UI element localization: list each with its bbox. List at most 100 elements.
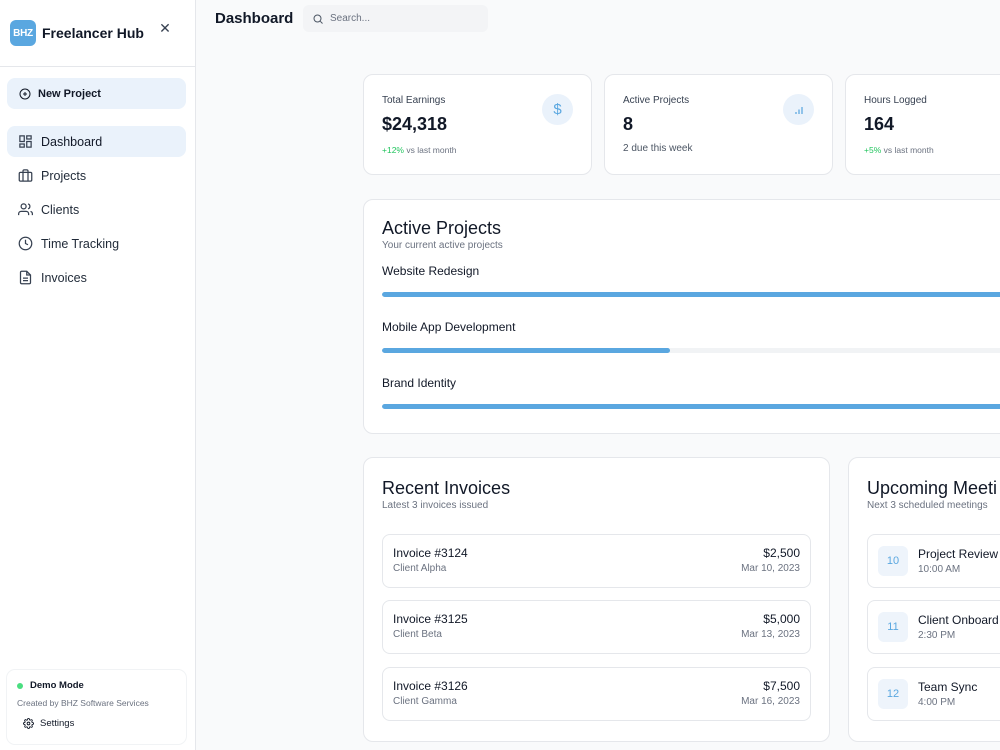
- search-bar[interactable]: [303, 5, 488, 32]
- search-icon: [312, 13, 324, 25]
- invoice-amount: $7,500: [763, 679, 800, 693]
- stat-sub-label: vs last month: [406, 145, 457, 155]
- recent-invoices-card: Recent Invoices Latest 3 invoices issued…: [363, 457, 830, 742]
- brand-header: BHZ Freelancer Hub ✕: [0, 0, 195, 67]
- stat-subtext: +12% vs last month: [382, 145, 573, 155]
- stat-card-active-projects: Active Projects 8 2 due this week: [604, 74, 833, 175]
- sidebar-footer: Demo Mode Created by BHZ Software Servic…: [7, 670, 186, 744]
- invoice-date: Mar 16, 2023: [741, 696, 800, 707]
- stat-subtext: 2 due this week: [623, 143, 693, 154]
- meeting-item[interactable]: 11 Client Onboard 2:30 PM: [867, 600, 1000, 654]
- sidebar-item-dashboard[interactable]: Dashboard: [7, 126, 186, 157]
- users-icon: [17, 202, 33, 218]
- project-name: Website Redesign: [382, 264, 480, 278]
- status-dot: [17, 682, 23, 689]
- sidebar-item-invoices[interactable]: Invoices: [7, 262, 186, 293]
- progress-bar: [382, 404, 1000, 409]
- stat-value: 8: [623, 114, 634, 134]
- progress-fill: [382, 292, 1000, 297]
- stat-card-total-earnings: Total Earnings $24,318 +12% vs last mont…: [363, 74, 592, 175]
- settings-label: Settings: [40, 718, 75, 729]
- bar-chart-icon: [783, 94, 814, 125]
- stat-label: Active Projects: [623, 95, 690, 106]
- project-item[interactable]: Brand Identity: [382, 376, 1000, 409]
- demo-mode-label: Demo Mode: [30, 680, 84, 691]
- meeting-date-badge: 11: [878, 612, 908, 642]
- sidebar-item-label: Dashboard: [41, 134, 103, 149]
- gear-icon: [23, 718, 34, 729]
- invoice-amount: $5,000: [763, 612, 800, 626]
- progress-fill: [382, 404, 1000, 409]
- invoice-number: Invoice #3124: [393, 546, 468, 560]
- briefcase-icon: [17, 168, 33, 184]
- progress-bar: [382, 348, 1000, 353]
- card-subtitle: Latest 3 invoices issued: [382, 500, 489, 511]
- plus-circle-icon: [19, 88, 31, 100]
- invoice-client: Client Gamma: [393, 696, 457, 707]
- sidebar-item-label: Projects: [41, 168, 87, 183]
- card-subtitle: Next 3 scheduled meetings: [867, 500, 988, 511]
- stat-delta: +5%: [864, 145, 882, 155]
- brand-logo[interactable]: BHZ: [10, 20, 36, 46]
- card-title: Upcoming Meeti: [867, 478, 998, 498]
- card-title: Recent Invoices: [382, 478, 511, 498]
- stat-sub-label: vs last month: [883, 145, 934, 155]
- settings-button[interactable]: Settings: [23, 718, 176, 729]
- search-input[interactable]: [330, 13, 480, 24]
- new-project-button[interactable]: New Project: [7, 78, 186, 109]
- invoice-client: Client Beta: [393, 629, 442, 640]
- document-icon: [17, 270, 33, 286]
- stat-label: Total Earnings: [382, 95, 446, 106]
- page-title: Dashboard: [215, 10, 294, 27]
- project-name: Brand Identity: [382, 376, 457, 390]
- meeting-time: 4:00 PM: [918, 697, 956, 708]
- invoice-date: Mar 13, 2023: [741, 629, 800, 640]
- project-item[interactable]: Website Redesign: [382, 264, 1000, 297]
- sidebar-item-label: Clients: [41, 202, 80, 217]
- invoice-number: Invoice #3125: [393, 612, 468, 626]
- card-subtitle: Your current active projects: [382, 240, 503, 251]
- sidebar-nav: Dashboard Projects Clients Time Tracking…: [7, 126, 186, 296]
- created-by-text: Created by BHZ Software Services: [17, 698, 149, 708]
- sidebar-item-clients[interactable]: Clients: [7, 194, 186, 225]
- meeting-item[interactable]: 12 Team Sync 4:00 PM: [867, 667, 1000, 721]
- meeting-date-badge: 10: [878, 546, 908, 576]
- active-projects-card: Active Projects Your current active proj…: [363, 199, 1000, 434]
- stat-delta: +12%: [382, 145, 404, 155]
- meeting-time: 10:00 AM: [918, 564, 961, 575]
- invoice-row[interactable]: Invoice #3126 Client Gamma $7,500 Mar 16…: [382, 667, 811, 721]
- new-project-label: New Project: [38, 87, 101, 100]
- upcoming-meetings-card: Upcoming Meeti Next 3 scheduled meetings…: [848, 457, 1000, 742]
- sidebar: BHZ Freelancer Hub ✕ New Project Dashboa…: [0, 0, 196, 750]
- invoice-number: Invoice #3126: [393, 679, 468, 693]
- progress-fill: [382, 348, 670, 353]
- stat-value: $24,318: [382, 114, 448, 134]
- card-title: Active Projects: [382, 218, 502, 238]
- close-icon[interactable]: ✕: [159, 19, 171, 36]
- stat-label: Hours Logged: [864, 95, 927, 106]
- meeting-title: Team Sync: [918, 680, 978, 694]
- clock-icon: [17, 236, 33, 252]
- project-name: Mobile App Development: [382, 320, 516, 334]
- progress-bar: [382, 292, 1000, 297]
- invoice-row[interactable]: Invoice #3124 Client Alpha $2,500 Mar 10…: [382, 534, 811, 588]
- invoice-row[interactable]: Invoice #3125 Client Beta $5,000 Mar 13,…: [382, 600, 811, 654]
- meeting-date-badge: 12: [878, 679, 908, 709]
- sidebar-item-label: Invoices: [41, 270, 87, 285]
- dollar-icon: $: [542, 94, 573, 125]
- invoice-amount: $2,500: [763, 546, 800, 560]
- stat-subtext: +5% vs last month: [864, 145, 1000, 155]
- sidebar-item-label: Time Tracking: [41, 236, 120, 251]
- meeting-item[interactable]: 10 Project Review 10:00 AM: [867, 534, 1000, 588]
- stat-card-hours-logged: Hours Logged 164 +5% vs last month: [845, 74, 1000, 175]
- brand-name: Freelancer Hub: [42, 25, 144, 41]
- stat-value: 164: [864, 114, 895, 134]
- grid-icon: [17, 134, 33, 150]
- sidebar-item-time-tracking[interactable]: Time Tracking: [7, 228, 186, 259]
- invoice-client: Client Alpha: [393, 563, 447, 574]
- project-item[interactable]: Mobile App Development: [382, 320, 1000, 353]
- meeting-title: Project Review: [918, 547, 999, 561]
- sidebar-item-projects[interactable]: Projects: [7, 160, 186, 191]
- invoice-date: Mar 10, 2023: [741, 563, 800, 574]
- demo-mode-indicator: Demo Mode: [17, 680, 176, 691]
